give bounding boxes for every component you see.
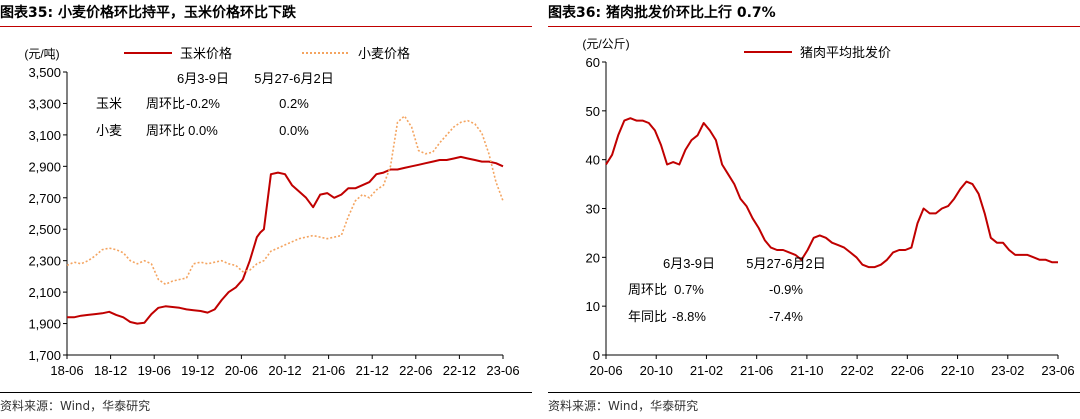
annotation-metric: 周环比 [146,96,185,111]
x-tick-label: 23-06 [486,363,519,378]
y-tick-label: 10 [586,299,600,314]
annotation-value: 0.2% [279,96,309,111]
x-tick-label: 20-06 [225,363,258,378]
source-note: 资料来源：Wind，华泰研究 [548,399,699,413]
y-tick-label: 0 [593,348,600,363]
annotation-value: 0.0% [279,123,309,138]
annotation-metric: 周环比 [628,282,667,297]
y-tick-label: 3,100 [28,128,61,143]
series-line-1 [605,117,1058,269]
x-tick-label: 20-06 [589,363,622,378]
x-tick-label: 19-06 [138,363,171,378]
annotation-header: 5月27-6月2日 [746,256,825,271]
annotation-header: 6月3-9日 [663,256,715,271]
footer-divider [0,392,532,393]
y-axis-label: (元/公斤) [582,37,629,51]
chart-title: 图表36: 猪肉批发价环比上行 0.7% [548,5,776,21]
x-tick-label: 22-10 [941,363,974,378]
x-tick-label: 22-12 [443,363,476,378]
y-tick-label: 30 [586,202,600,217]
annotation-row-label: 玉米 [96,96,122,111]
legend-label: 小麦价格 [358,46,410,61]
x-tick-label: 21-06 [312,363,345,378]
x-tick-label: 23-02 [991,363,1024,378]
annotation-value: -7.4% [769,309,803,324]
annotation-value: -0.2% [186,96,220,111]
x-tick-label: 22-02 [840,363,873,378]
x-tick-label: 22-06 [891,363,924,378]
x-tick-label: 21-12 [356,363,389,378]
x-tick-label: 21-10 [790,363,823,378]
legend-label: 猪肉平均批发价 [800,45,891,60]
x-tick-label: 20-12 [268,363,301,378]
x-tick-label: 22-06 [399,363,432,378]
source-note: 资料来源：Wind，华泰研究 [0,399,151,413]
x-tick-label: 23-06 [1041,363,1074,378]
x-tick-label: 18-12 [94,363,127,378]
x-tick-label: 18-06 [50,363,83,378]
y-tick-label: 3,500 [28,65,61,80]
chart-panel-left: 图表35: 小麦价格环比持平，玉米价格环比下跌 (元/吨) 1,700 1,900 2… [0,0,532,419]
x-tick-label: 21-02 [690,363,723,378]
y-tick-label: 2,900 [28,159,61,174]
line-chart-corn-wheat: (元/吨) 1,700 1,900 2,100 2,300 2,500 2,700 2,900… [24,46,519,378]
annotation-row-label: 小麦 [96,123,122,138]
x-tick-label: 21-06 [740,363,773,378]
y-axis-label: (元/吨) [24,47,59,61]
y-tick-label: 60 [586,55,600,70]
chart-panel-right: 图表36: 猪肉批发价环比上行 0.7% (元/公斤) 0 10 20 30 40 50 60… [548,0,1080,419]
y-tick-label: 1,700 [28,348,61,363]
annotation-header: 5月27-6月2日 [254,71,333,86]
legend-label: 玉米价格 [180,46,232,61]
y-tick-label: 2,700 [28,191,61,206]
x-tick-label: 20-10 [640,363,673,378]
title-underline [548,26,1080,27]
chart-title: 图表35: 小麦价格环比持平，玉米价格环比下跌 [0,5,296,21]
title-underline [0,26,532,27]
y-tick-label: 2,100 [28,285,61,300]
annotation-value: -8.8% [672,309,706,324]
annotation-value: 0.7% [674,282,704,297]
y-tick-label: 2,500 [28,222,61,237]
y-tick-label: 50 [586,104,600,119]
footer-divider [548,392,1080,393]
annotation-metric: 年同比 [628,309,667,324]
y-tick-label: 2,300 [28,254,61,269]
y-tick-label: 3,300 [28,96,61,111]
annotation-value: 0.0% [188,123,218,138]
y-tick-label: 1,900 [28,317,61,332]
y-tick-label: 40 [586,153,600,168]
x-tick-label: 19-12 [181,363,214,378]
annotation-value: -0.9% [769,282,803,297]
series-line-1 [67,155,504,325]
line-chart-pork: (元/公斤) 0 10 20 30 40 50 60 20-06 20-10 21-02 21-06 2… [582,37,1074,378]
y-tick-label: 20 [586,250,600,265]
series-line-2 [66,115,504,286]
annotation-header: 6月3-9日 [177,71,229,86]
annotation-metric: 周环比 [146,123,185,138]
